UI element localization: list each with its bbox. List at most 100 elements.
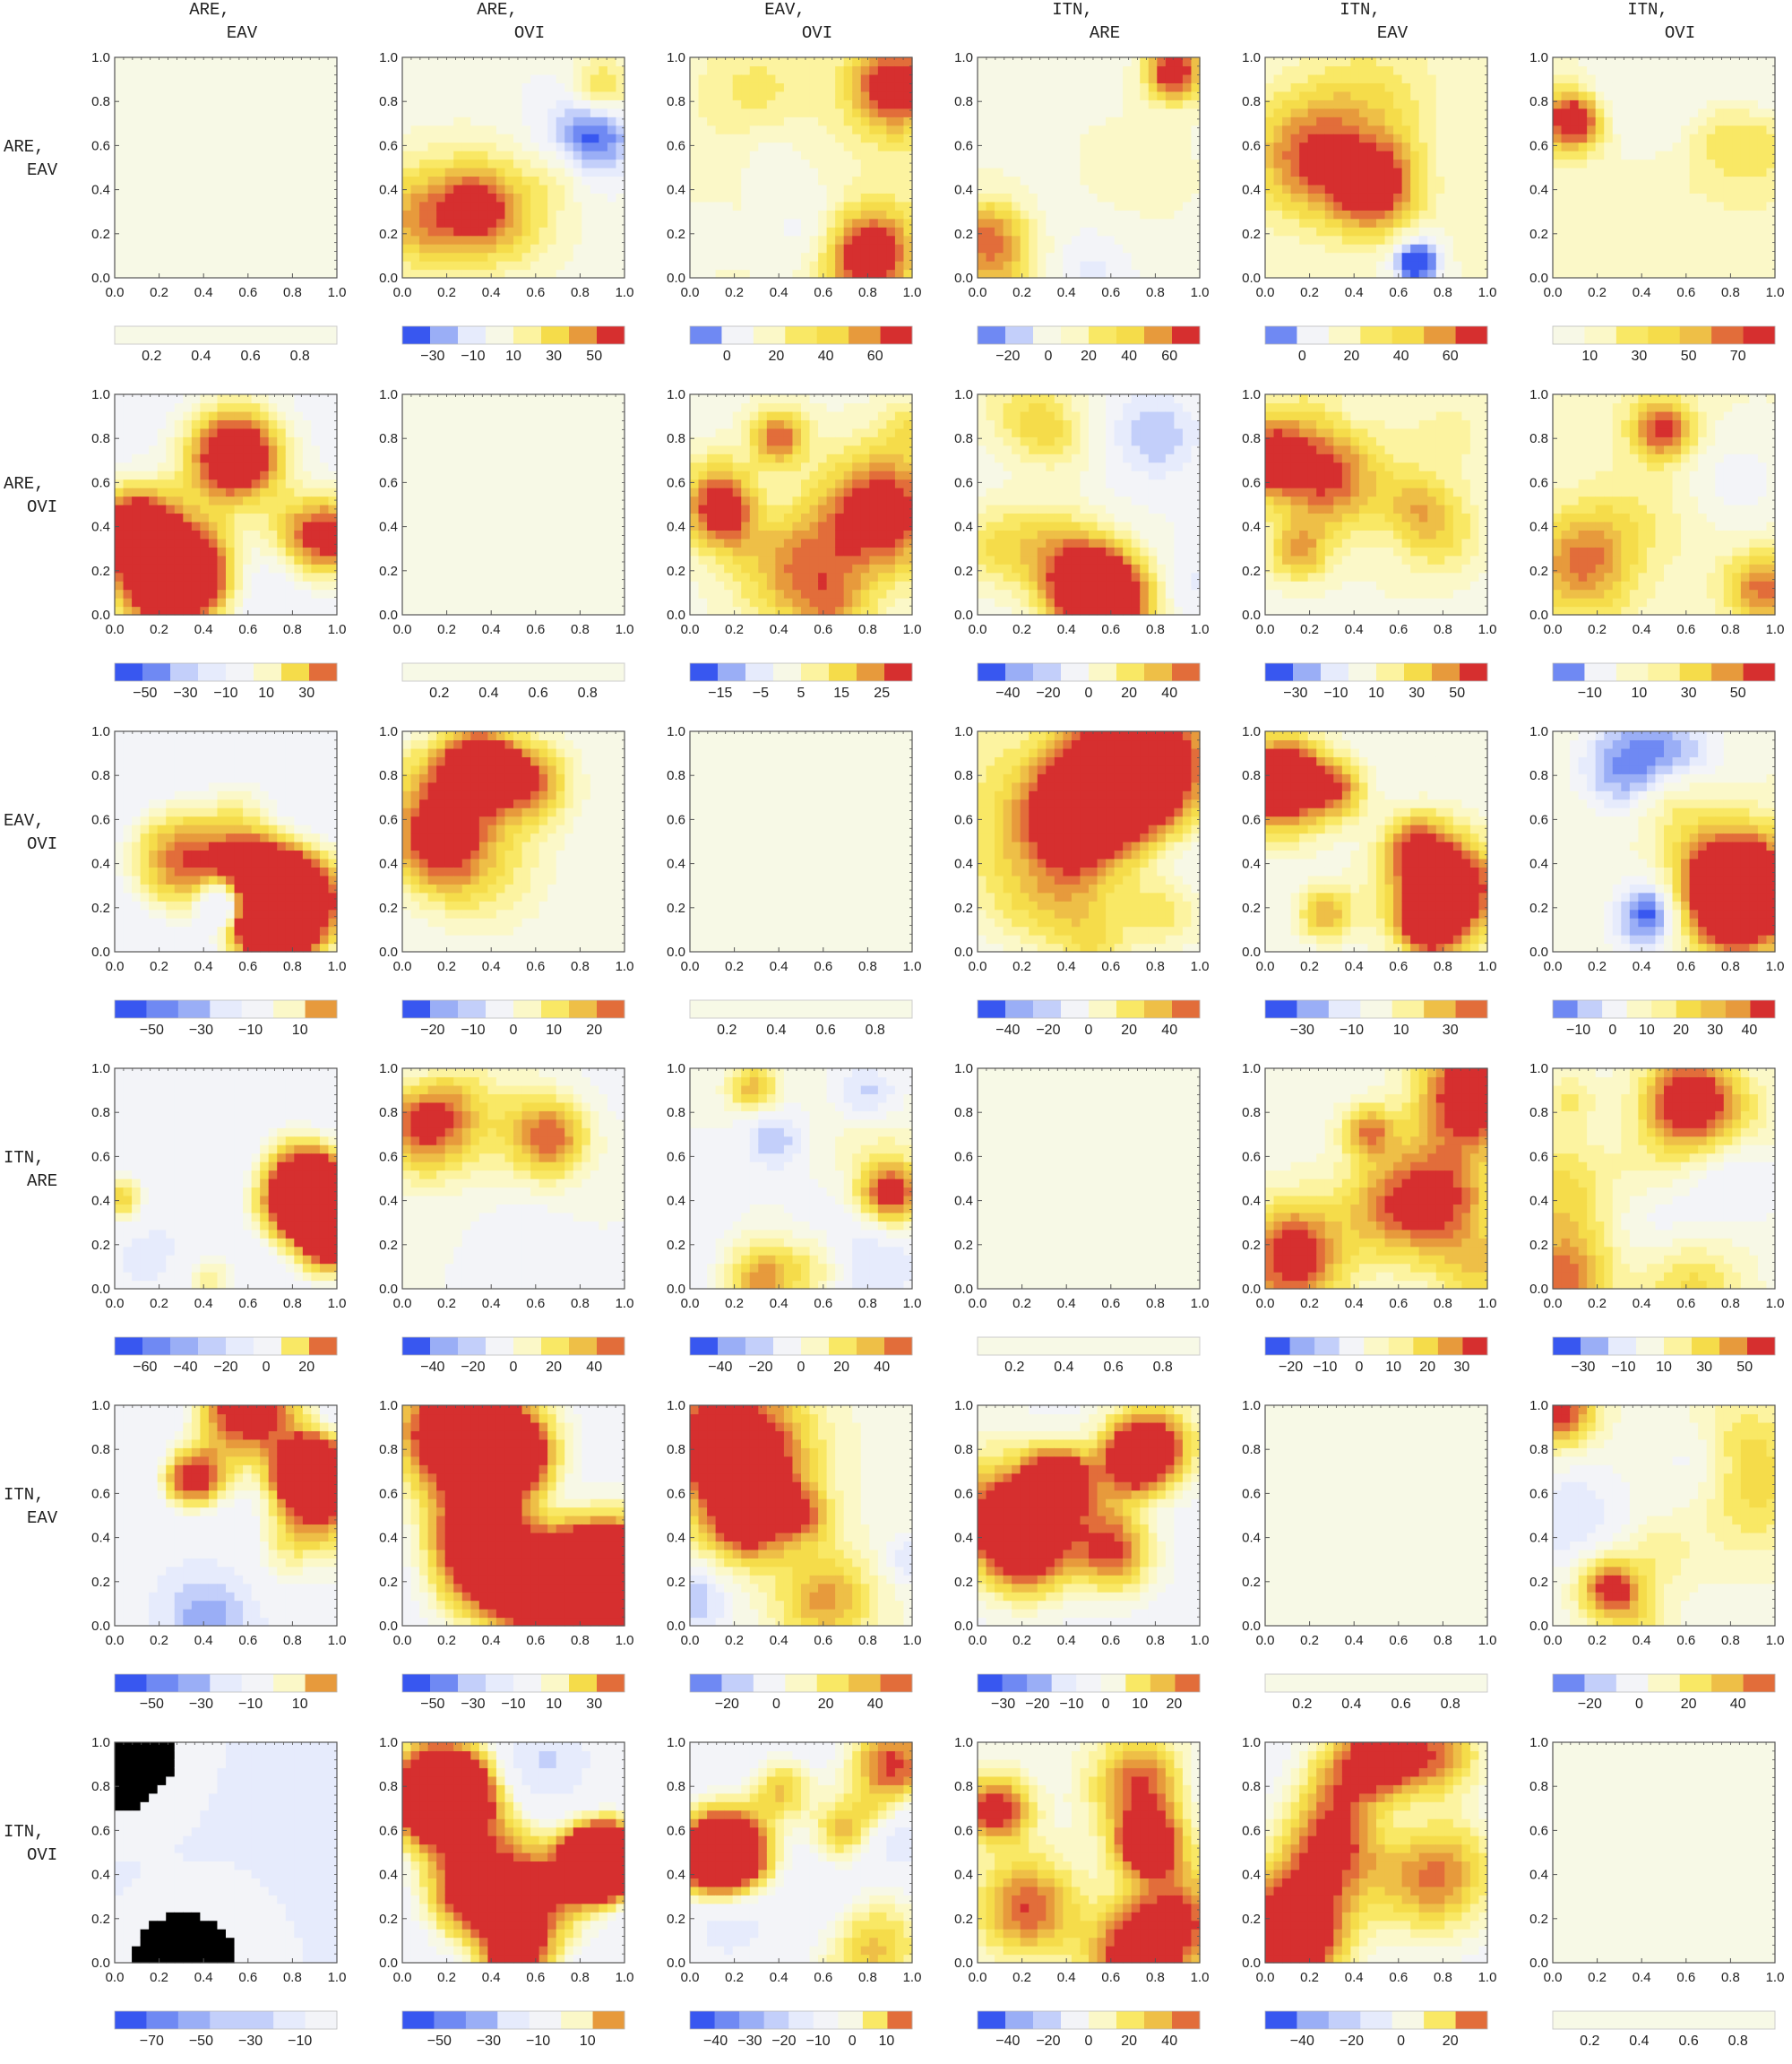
field-cell (141, 462, 150, 471)
field-cell (1021, 261, 1030, 270)
field-cell (462, 244, 471, 253)
field-cell (166, 419, 175, 428)
field-cell (1308, 202, 1317, 211)
field-cell (690, 488, 699, 497)
legend-swatch (402, 326, 430, 344)
field-cell (1681, 74, 1690, 83)
legend-swatch (1553, 326, 1585, 344)
field-cell (792, 261, 801, 270)
field-cell (1427, 108, 1436, 117)
field-cell (1596, 160, 1605, 168)
field-cell (590, 253, 599, 262)
field-cell (978, 168, 986, 177)
field-cell (1638, 210, 1647, 219)
field-cell (1638, 219, 1647, 228)
field-cell (886, 193, 895, 202)
field-cell (1291, 82, 1300, 91)
field-cell (1570, 176, 1579, 185)
field-cell (818, 117, 827, 125)
field-cell (835, 99, 844, 108)
field-cell (530, 108, 539, 117)
field-cell (599, 261, 607, 270)
field-cell (1690, 91, 1699, 100)
field-cell (1436, 168, 1445, 177)
field-cell (1333, 168, 1342, 177)
legend-swatch (115, 326, 337, 344)
field-cell (1055, 270, 1064, 279)
field-cell (1690, 168, 1699, 177)
field-cell (522, 202, 531, 211)
field-cell (1402, 253, 1411, 262)
field-cell (750, 497, 759, 505)
field-cell (1359, 74, 1368, 83)
field-cell (294, 530, 303, 539)
field-cell (445, 236, 454, 245)
field-cell (724, 419, 733, 428)
field-cell (269, 607, 278, 616)
field-cell (556, 202, 565, 211)
field-cell (1707, 74, 1716, 83)
field-cell (504, 236, 513, 245)
field-cell (504, 91, 513, 100)
field-cell (1021, 193, 1030, 202)
field-cell (453, 82, 462, 91)
field-cell (690, 419, 699, 428)
field-cell (1587, 219, 1596, 228)
field-cell (1647, 99, 1656, 108)
field-cell (1149, 91, 1158, 100)
field-cell (1012, 160, 1021, 168)
field-cell (1715, 244, 1724, 253)
field-cell (1149, 151, 1158, 160)
field-cell (1282, 219, 1291, 228)
field-cell (320, 411, 329, 420)
field-cell (445, 176, 454, 185)
field-cell (895, 270, 904, 279)
field-cell (1453, 65, 1462, 74)
field-cell (1419, 117, 1428, 125)
field-cell (792, 99, 801, 108)
field-cell (1630, 82, 1639, 91)
field-cell (303, 513, 312, 522)
legend-tick-label: 70 (1730, 349, 1746, 364)
field-cell (1562, 117, 1571, 125)
field-cell (582, 193, 590, 202)
field-cell (1715, 82, 1724, 91)
legend-tick-label: 60 (1443, 349, 1459, 364)
field-cell (1621, 253, 1630, 262)
field-cell (1115, 74, 1124, 83)
field-cell (707, 193, 716, 202)
field-cell (124, 513, 133, 522)
field-cell (487, 108, 496, 117)
field-cell (1291, 270, 1300, 279)
field-cell (1613, 82, 1622, 91)
field-cell (1579, 244, 1588, 253)
field-cell (1325, 210, 1334, 219)
field-cell (217, 598, 226, 607)
field-cell (192, 573, 201, 582)
field-cell (1587, 185, 1596, 194)
field-cell (124, 598, 133, 607)
field-cell (1613, 125, 1622, 134)
field-cell (269, 419, 278, 428)
field-cell (1376, 99, 1385, 108)
field-cell (699, 270, 708, 279)
field-cell (1089, 176, 1098, 185)
field-cell (328, 530, 337, 539)
field-cell (1316, 253, 1325, 262)
field-cell (1638, 236, 1647, 245)
field-cell (792, 202, 801, 211)
field-cell (402, 168, 411, 177)
field-cell (1046, 176, 1055, 185)
field-cell (1115, 82, 1124, 91)
field-cell (402, 82, 411, 91)
field-cell (504, 142, 513, 151)
field-cell (1274, 168, 1283, 177)
field-cell (1724, 160, 1733, 168)
field-cell (1698, 227, 1707, 236)
field-cell (573, 168, 582, 177)
field-cell (852, 160, 861, 168)
field-cell (1681, 202, 1690, 211)
field-cell (479, 82, 488, 91)
field-cell (132, 539, 141, 548)
field-cell (986, 270, 995, 279)
